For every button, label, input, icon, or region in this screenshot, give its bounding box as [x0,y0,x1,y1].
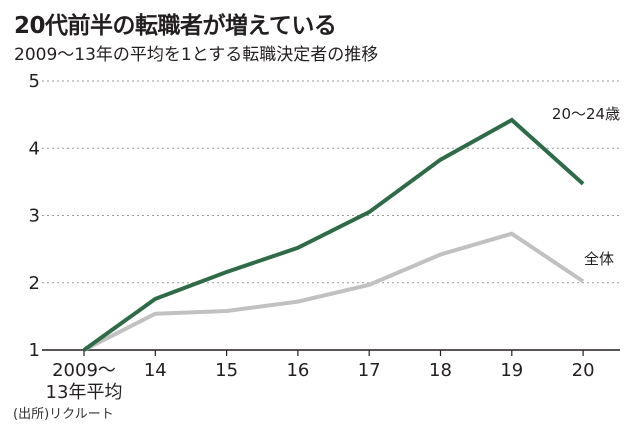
y-tick-label: 4 [29,138,40,159]
y-tick-label: 1 [29,340,40,361]
y-tick-label: 3 [29,206,40,227]
x-tick-label: 20 [572,360,595,381]
x-axis-ticks: 2009〜 13年平均 14 15 16 17 18 19 20 [46,350,595,403]
series-label-age-20-24: 20〜24歳 [552,105,620,123]
x-tick-label: 2009〜 13年平均 [46,360,123,403]
y-tick-label: 2 [29,273,40,294]
series-line-age-20-24 [82,117,585,352]
x-tick-label: 15 [215,360,238,381]
x-tick-label: 16 [286,360,309,381]
grid-lines [42,80,620,351]
chart-subtitle: 2009〜13年の平均を1とする転職決定者の推移 [14,45,379,65]
chart-title: 20代前半の転職者が増えている [14,13,337,39]
y-tick-label: 5 [29,71,40,92]
x-tick-label: 18 [429,360,452,381]
x-tick-label: 17 [358,360,381,381]
source-note: (出所)リクルート [13,407,114,422]
x-tick-label: 14 [144,360,167,381]
x-tick-label: 19 [500,360,523,381]
y-axis-ticks: 1 2 3 4 5 [29,71,40,361]
series-line-overall [83,231,585,352]
series-lines [82,117,585,352]
series-label-overall: 全体 [584,250,614,268]
